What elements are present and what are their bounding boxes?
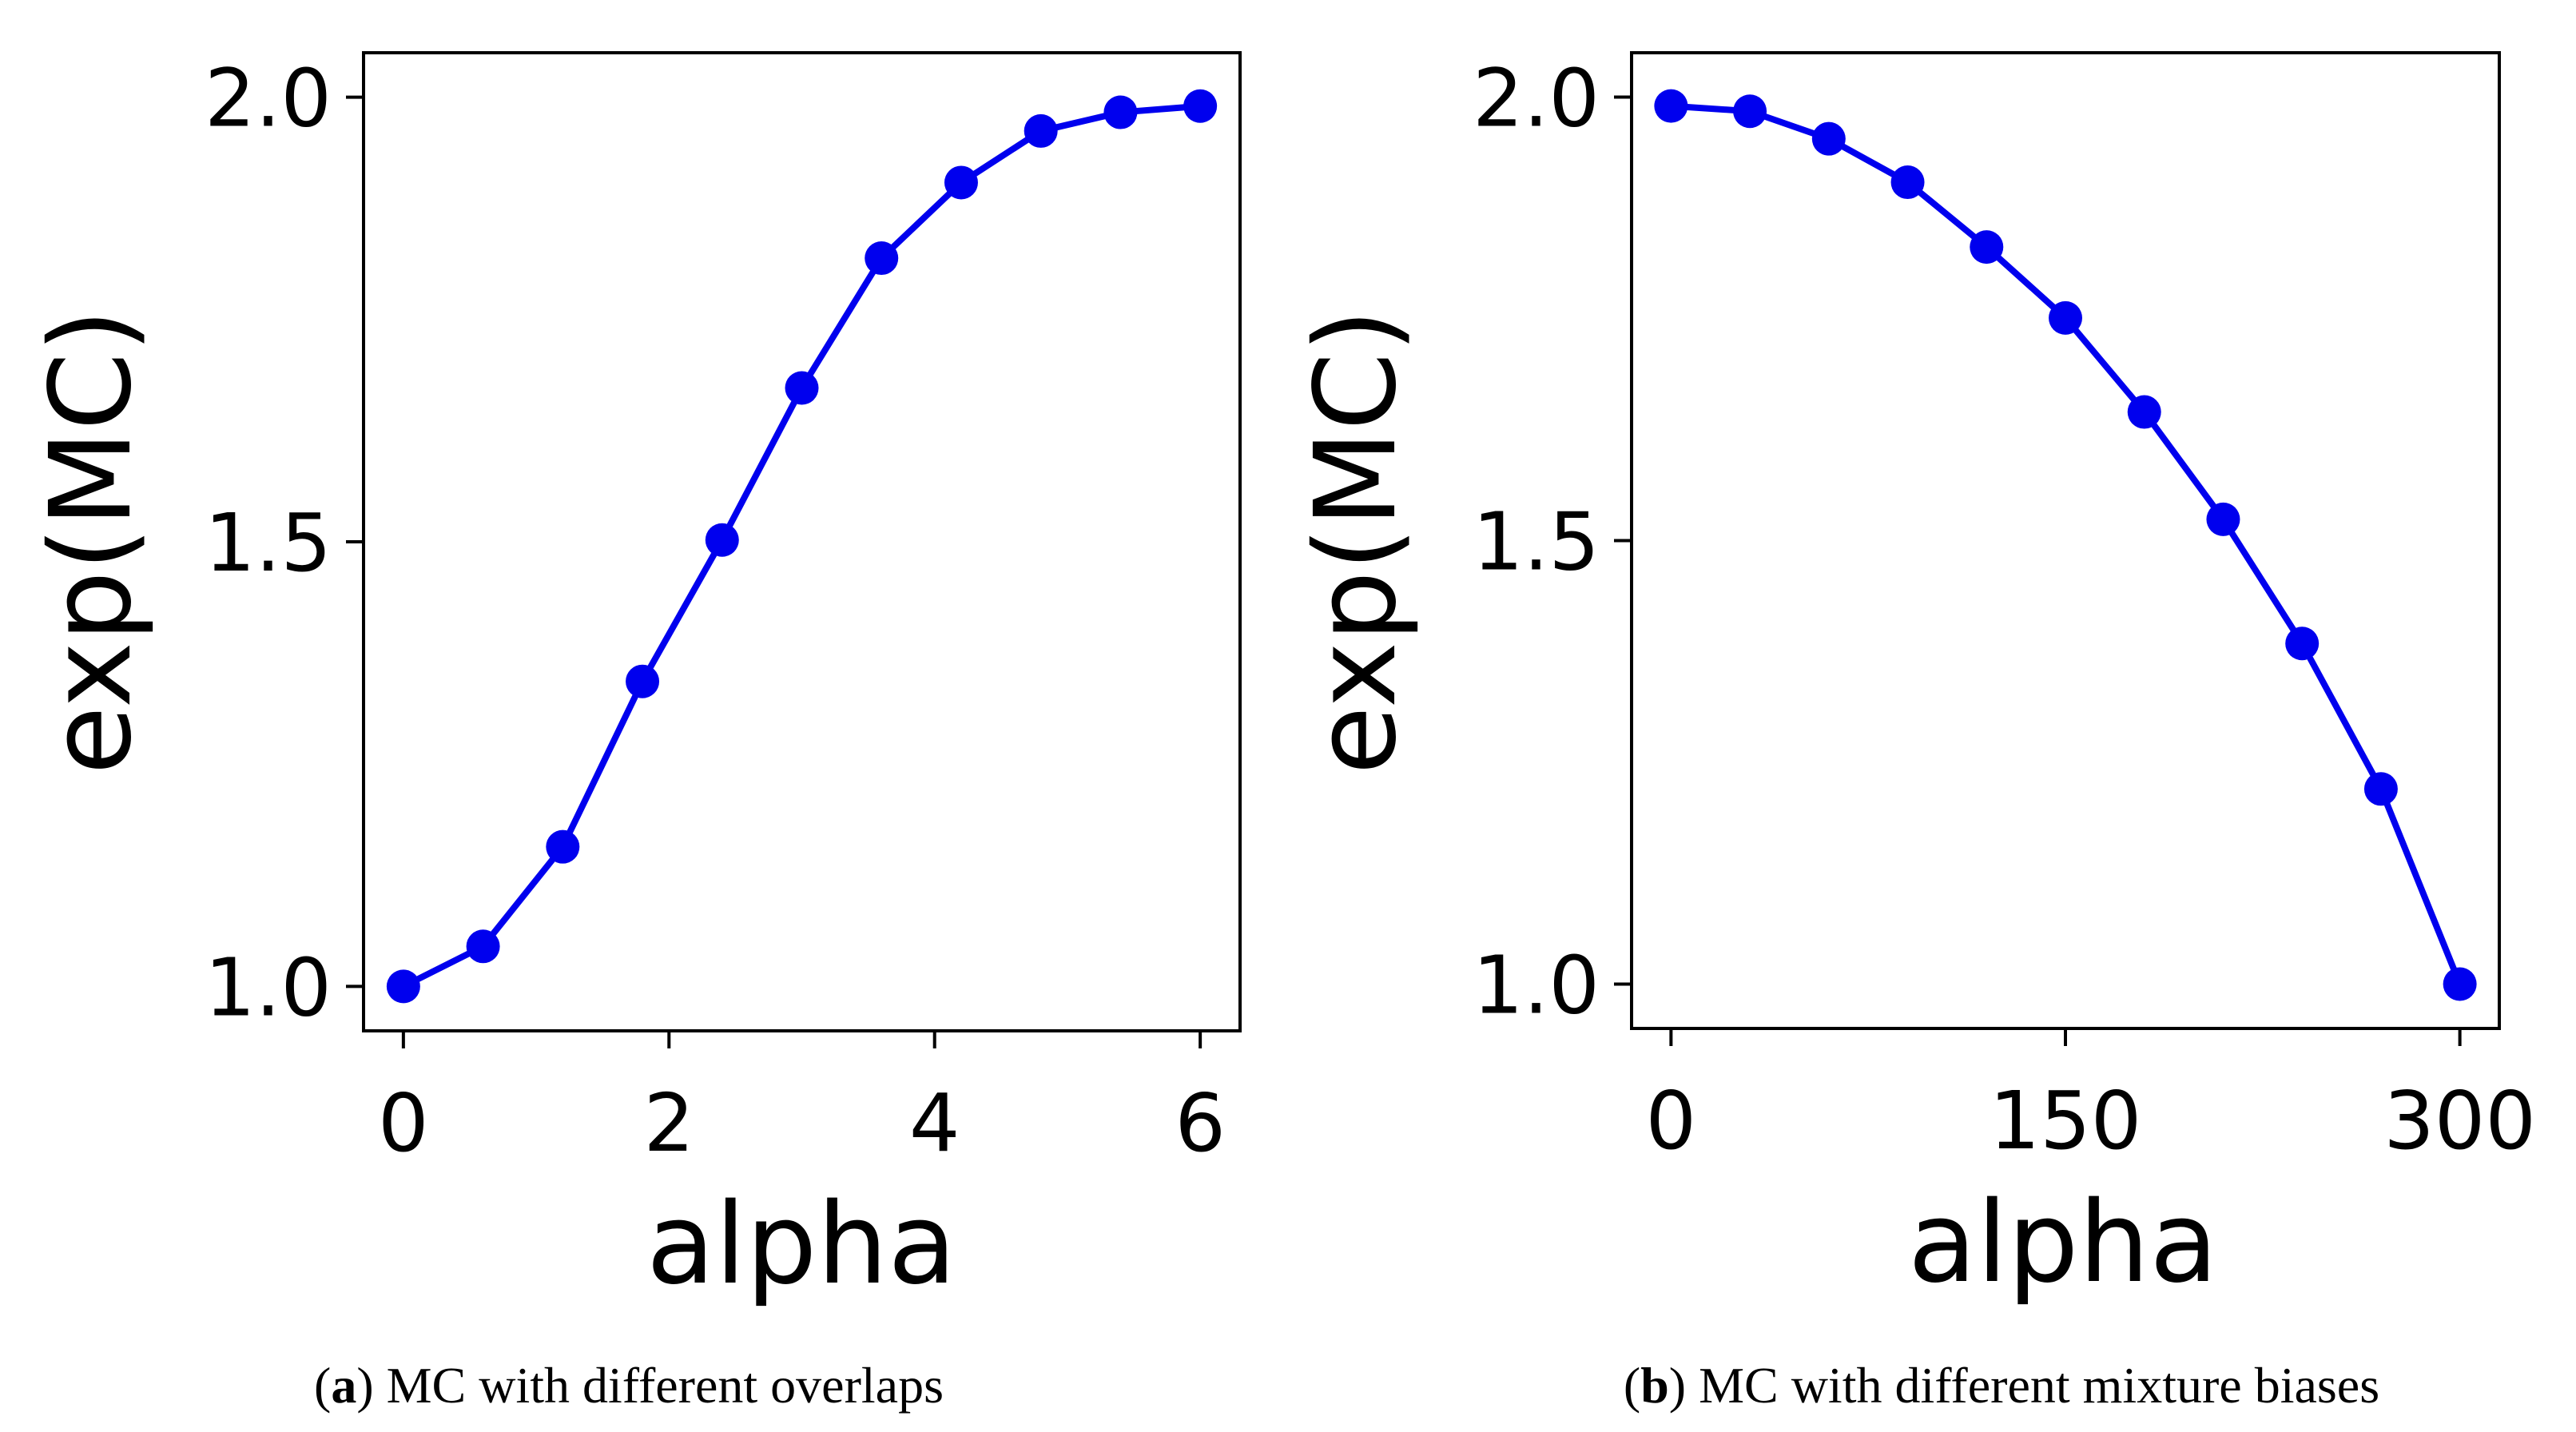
y-axis-label-b: exp(MC) xyxy=(1291,308,1421,774)
data-point xyxy=(1970,230,2004,265)
y-tick-labels-b: 1.0 1.5 2.0 xyxy=(1473,52,1600,1032)
x-tick-label: 0 xyxy=(378,1076,429,1170)
x-tick-label: 4 xyxy=(909,1076,960,1170)
plot-frame-a xyxy=(362,51,1242,1032)
x-tick-label: 0 xyxy=(1646,1074,1697,1167)
data-point xyxy=(1024,113,1058,148)
x-ticks-a xyxy=(401,1031,1203,1048)
y-tick-label: 1.5 xyxy=(205,496,332,590)
y-tick-label: 2.0 xyxy=(205,52,332,145)
data-point xyxy=(466,929,500,964)
x-tick-label: 300 xyxy=(2383,1074,2536,1167)
data-point xyxy=(2285,626,2320,661)
panel-a: 0 2 4 6 1.0 1.5 2.0 alpha exp(MC) (a) MC… xyxy=(26,51,1242,1414)
y-ticks-a xyxy=(346,95,364,988)
data-point xyxy=(1811,121,1846,156)
caption-text-b: MC with different mixture biases xyxy=(1699,1357,2379,1414)
y-tick-labels-a: 1.0 1.5 2.0 xyxy=(205,52,332,1035)
data-point xyxy=(2127,395,2161,429)
x-tick-labels-b: 0 150 300 xyxy=(1646,1074,2537,1167)
data-point xyxy=(2363,772,2398,806)
data-point xyxy=(865,241,899,276)
y-tick-label: 1.0 xyxy=(205,941,332,1034)
series-b xyxy=(1654,89,2477,1001)
caption-a: (a) MC with different overlaps xyxy=(314,1357,944,1414)
data-point xyxy=(626,664,660,698)
data-point xyxy=(1654,89,1688,123)
x-axis-label-b: alpha xyxy=(1908,1178,2218,1308)
data-point xyxy=(705,523,739,557)
data-point xyxy=(2443,967,2477,1001)
series-line xyxy=(402,102,1201,989)
caption-label-b: b xyxy=(1640,1357,1669,1414)
plot-frame-b xyxy=(1630,51,2501,1030)
x-tick-label: 150 xyxy=(1990,1074,2142,1167)
x-tick-label: 6 xyxy=(1175,1076,1226,1170)
data-point xyxy=(1733,94,1767,129)
caption-b: (b) MC with different mixture biases xyxy=(1624,1357,2379,1414)
x-tick-label: 2 xyxy=(643,1076,694,1170)
caption-text-a: MC with different overlaps xyxy=(387,1357,944,1414)
data-point xyxy=(386,969,420,1004)
x-tick-labels-a: 0 2 4 6 xyxy=(378,1076,1226,1170)
data-point xyxy=(1183,89,1218,123)
y-ticks-b xyxy=(1614,95,1632,986)
data-point xyxy=(546,829,580,864)
y-tick-label: 1.5 xyxy=(1473,495,1600,589)
series-a xyxy=(386,89,1218,1004)
caption-label-a: a xyxy=(331,1357,356,1414)
y-tick-label: 1.0 xyxy=(1473,939,1600,1032)
panel-b: 0 150 300 1.0 1.5 2.0 alpha exp(MC) (b) … xyxy=(1291,51,2537,1414)
data-point xyxy=(2049,300,2082,335)
data-point xyxy=(1103,95,1138,129)
x-axis-label-a: alpha xyxy=(646,1179,956,1310)
data-point xyxy=(785,371,819,405)
y-tick-label: 2.0 xyxy=(1473,52,1600,145)
data-point xyxy=(1890,165,1925,200)
data-point xyxy=(944,165,978,200)
y-axis-label-a: exp(MC) xyxy=(26,308,157,774)
x-ticks-b xyxy=(1669,1028,2462,1046)
series-line xyxy=(1671,102,2463,985)
data-point xyxy=(2206,502,2240,536)
